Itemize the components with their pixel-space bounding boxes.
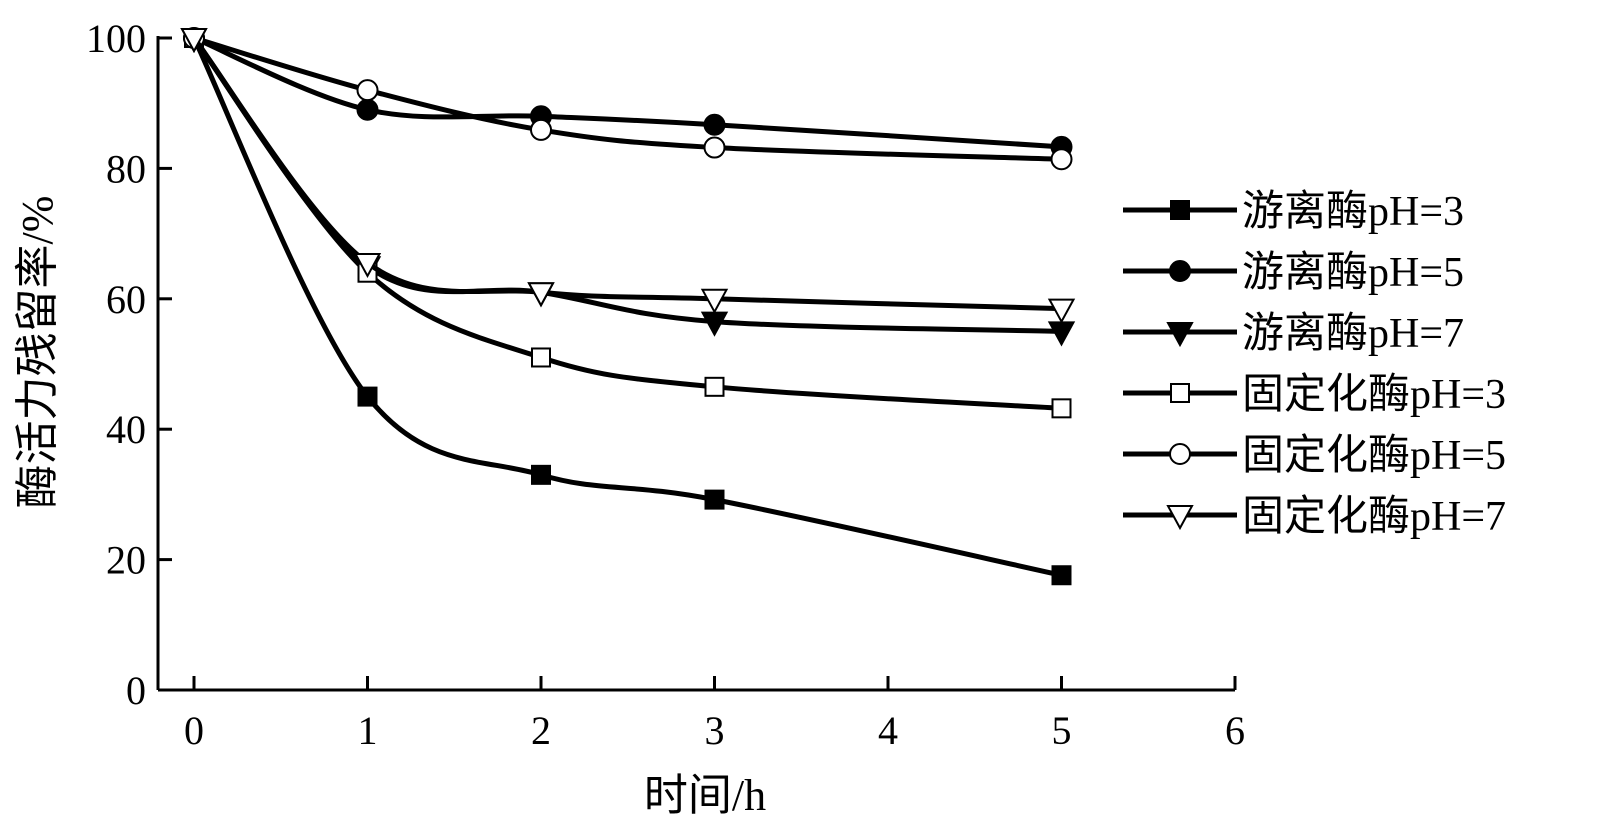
series-固定化酶pH=7	[180, 28, 1076, 324]
legend-label: 固定化酶pH=3	[1242, 371, 1506, 418]
legend-label: 游离酶pH=7	[1242, 310, 1464, 357]
x-tick-label: 4	[878, 708, 898, 753]
x-tick-label: 1	[358, 708, 378, 753]
series-group	[180, 27, 1076, 586]
y-tick-label: 60	[106, 277, 146, 322]
triangle-marker	[700, 288, 729, 314]
circle-marker	[1050, 148, 1073, 171]
x-axis-label: 时间/h	[644, 771, 766, 820]
series-游离酶pH=5	[183, 27, 1073, 158]
y-tick-label: 20	[106, 538, 146, 583]
circle-marker	[703, 113, 726, 136]
square-marker	[531, 347, 551, 368]
triangle-marker	[1166, 322, 1194, 348]
x-tick-label: 0	[184, 708, 204, 753]
square-marker	[357, 386, 378, 407]
triangle-marker	[1047, 298, 1076, 324]
series-固定化酶pH=3	[184, 28, 1072, 419]
legend: 游离酶pH=3 游离酶pH=5 游离酶pH=7 固定化酶pH=3 固定化酶pH=5 固定化…	[1123, 188, 1506, 540]
triangle-marker	[1166, 505, 1194, 531]
x-tick-label: 5	[1052, 708, 1072, 753]
legend-item: 游离酶pH=7	[1123, 310, 1464, 357]
triangle-marker	[353, 252, 382, 279]
circle-marker	[356, 79, 379, 102]
triangle-marker	[527, 282, 555, 308]
circle-marker	[356, 98, 379, 121]
square-marker	[704, 489, 725, 510]
legend-item: 固定化酶pH=3	[1123, 371, 1506, 418]
legend-item: 游离酶pH=3	[1123, 188, 1464, 235]
circle-marker	[1169, 260, 1191, 282]
legend-item: 固定化酶pH=7	[1123, 493, 1506, 540]
y-tick-label: 40	[106, 407, 146, 452]
x-tick-label: 3	[705, 708, 725, 753]
square-marker	[1051, 565, 1072, 586]
y-tick-label: 80	[106, 146, 146, 191]
legend-item: 游离酶pH=5	[1123, 249, 1464, 296]
series-固定化酶pH=5	[183, 27, 1073, 171]
y-tick-label: 0	[126, 668, 146, 713]
circle-marker	[530, 118, 552, 141]
triangle-marker	[180, 28, 208, 54]
legend-label: 游离酶pH=5	[1242, 249, 1464, 296]
series-line	[193, 35, 1062, 162]
square-marker	[531, 464, 551, 485]
y-axis-label: 酶活力残留率/%	[13, 196, 62, 509]
square-marker	[704, 376, 725, 397]
square-marker	[1051, 398, 1072, 419]
series-line	[192, 36, 1062, 334]
y-tick-label: 100	[86, 16, 146, 61]
legend-label: 固定化酶pH=5	[1242, 432, 1506, 479]
legend-label: 固定化酶pH=7	[1242, 493, 1506, 540]
circle-marker	[703, 136, 726, 159]
x-tick-label: 2	[531, 708, 551, 753]
square-marker	[1170, 200, 1190, 220]
square-marker	[1170, 383, 1190, 403]
x-tick-label: 6	[1225, 708, 1245, 753]
circle-marker	[1169, 443, 1191, 465]
series-line	[193, 35, 1062, 150]
legend-item: 固定化酶pH=5	[1123, 432, 1506, 479]
legend-label: 游离酶pH=3	[1242, 188, 1464, 235]
